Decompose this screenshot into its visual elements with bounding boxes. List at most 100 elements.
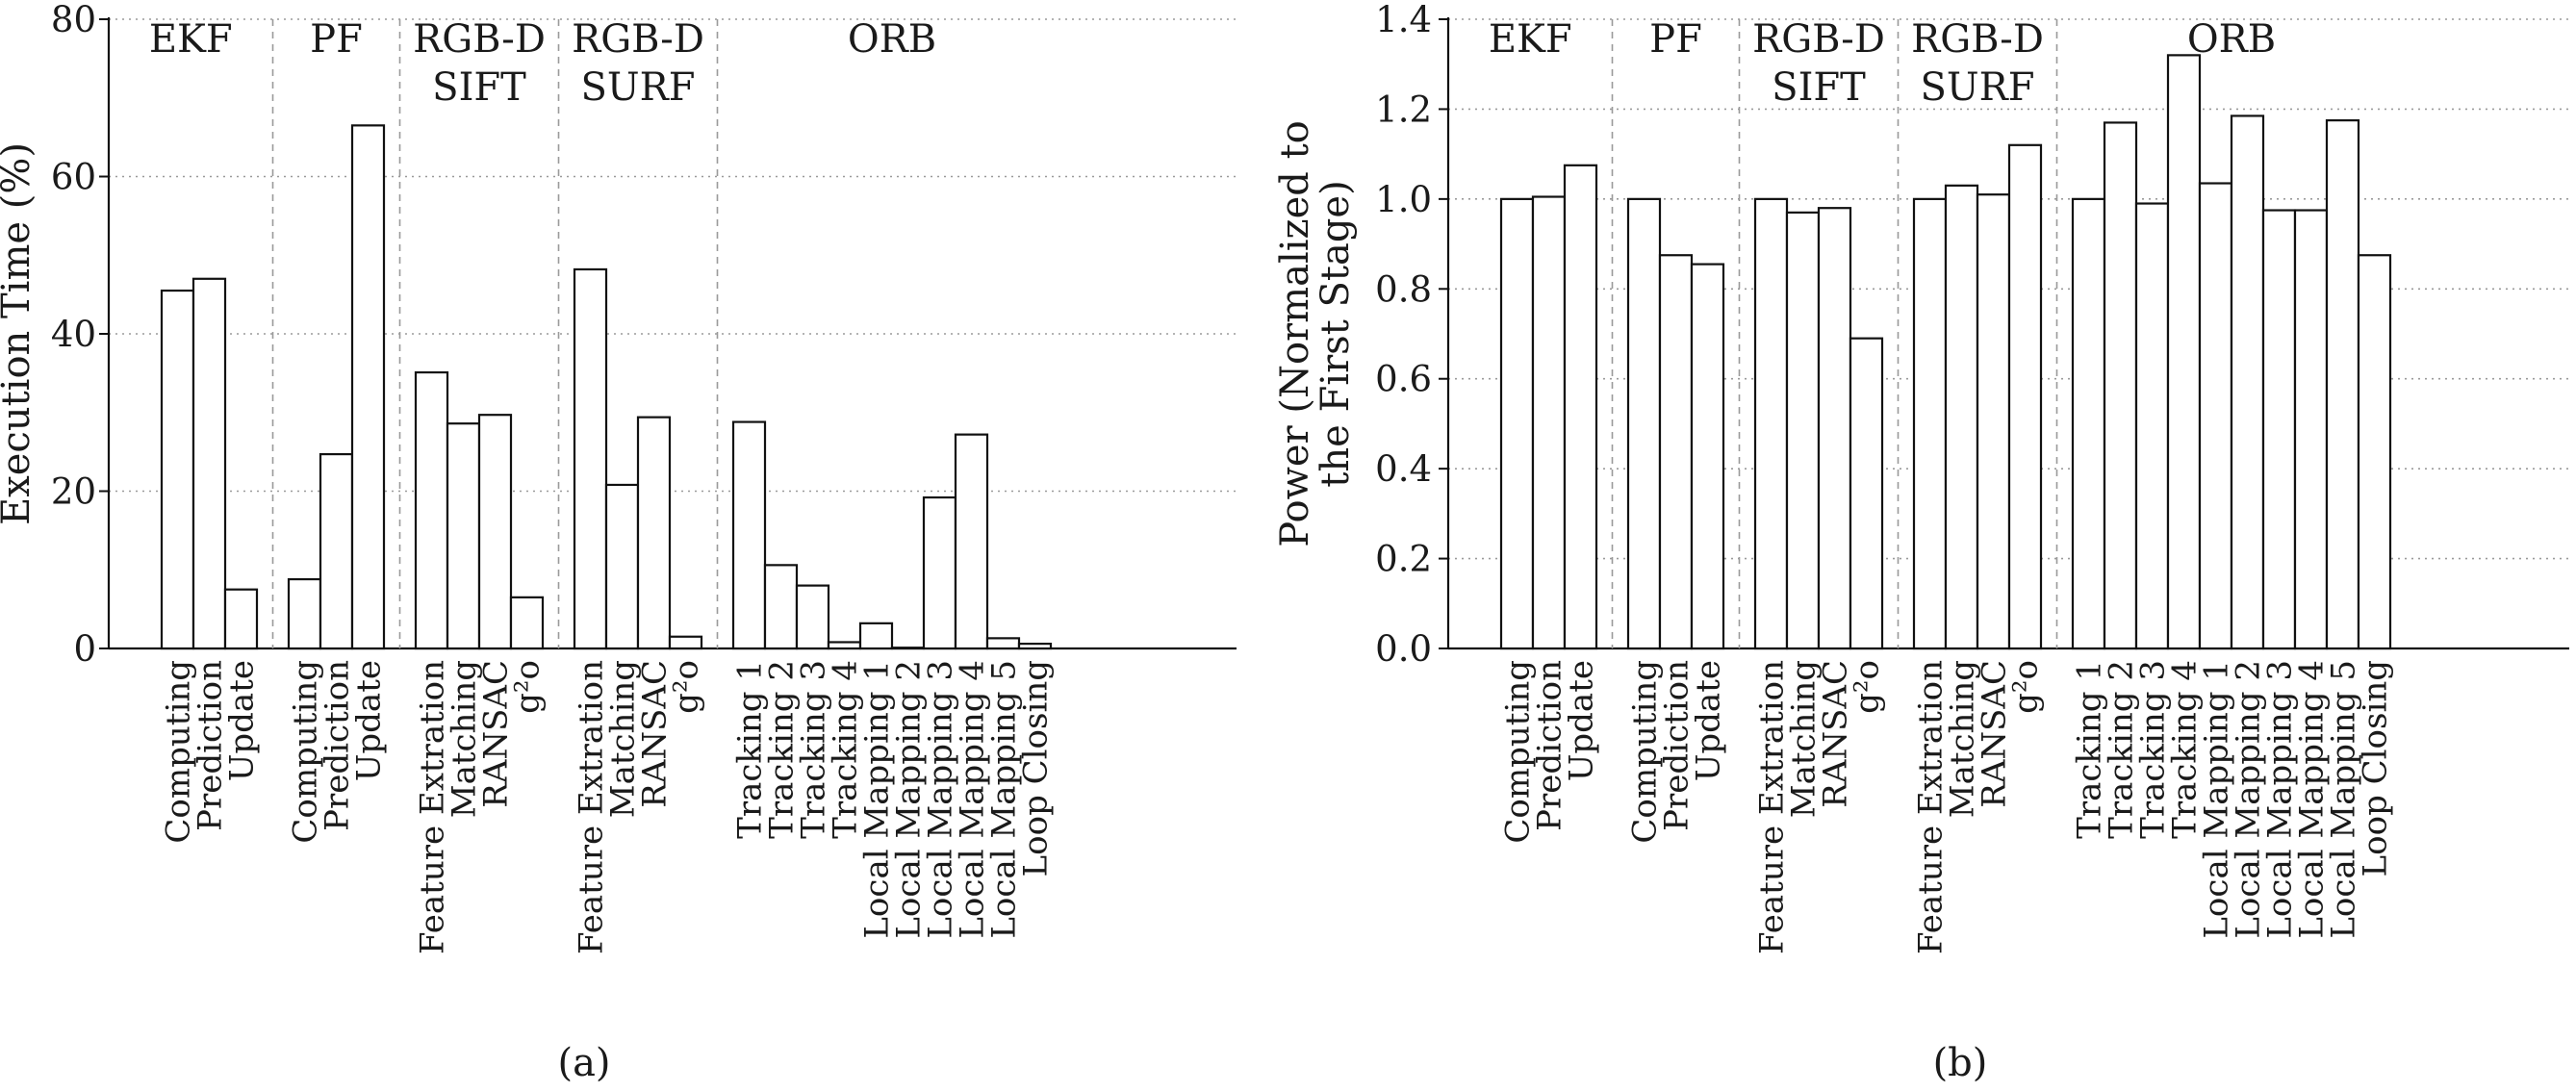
bar-orb-tracking-3 — [795, 584, 830, 650]
y-tick-label: 0.8 — [1375, 268, 1432, 310]
x-tick-label: Local Mapping 3 — [922, 660, 960, 939]
y-tick-label: 60 — [51, 157, 96, 198]
y-tick-label: 1.2 — [1375, 89, 1432, 130]
group-label-orb: ORB — [2187, 17, 2276, 62]
bar-rgb-d-surf-ransac — [1976, 193, 2011, 650]
bar-rgb-d-surf-ransac — [636, 416, 672, 650]
x-tick-label: Local Mapping 2 — [2230, 660, 2268, 939]
x-tick-label: Local Mapping 2 — [890, 660, 929, 939]
x-tick-label: Local Mapping 5 — [2325, 660, 2363, 939]
bar-pf-prediction — [1658, 254, 1694, 650]
x-tick-label: Feature Extration — [414, 660, 452, 954]
x-tick-label: g²o — [1849, 660, 1887, 714]
bar-orb-local-mapping-2 — [2230, 114, 2265, 650]
x-tick-label: Matching — [1944, 660, 1982, 818]
panel-caption: (b) — [1933, 1041, 1988, 1085]
y-tick-label: 0.6 — [1375, 359, 1432, 400]
x-tick-label: Tracking 4 — [2166, 660, 2205, 839]
x-tick-label: RANSAC — [477, 660, 516, 808]
x-tick-label: g²o — [2007, 660, 2046, 714]
x-tick-label: g²o — [668, 660, 706, 714]
y-tick-label: 0.4 — [1375, 448, 1432, 490]
x-tick-label: Loop Closing — [1017, 660, 1056, 876]
y-tick-label: 20 — [51, 471, 96, 513]
bar-orb-tracking-4 — [2166, 54, 2202, 650]
y-axis-label-line: the First Stage) — [1314, 180, 1358, 487]
y-axis-label-line: Execution Time (%) — [0, 142, 38, 525]
x-tick-label: Tracking 2 — [763, 660, 802, 839]
bar-orb-tracking-1 — [2071, 197, 2106, 650]
bar-pf-prediction — [319, 452, 354, 650]
bar-orb-local-mapping-1 — [2198, 182, 2233, 650]
y-tick-label: 80 — [51, 0, 96, 40]
bar-rgb-d-sift-feature-extration — [1753, 197, 1789, 650]
y-axis-label: Power (Normalized tothe First Stage) — [1273, 120, 1358, 547]
group-label-rgb-d-sift: SIFT — [432, 65, 526, 110]
x-tick-label: Prediction — [1658, 660, 1696, 831]
bar-orb-loop-closing — [2357, 254, 2392, 650]
x-tick-label: Local Mapping 5 — [985, 660, 1024, 939]
x-tick-label: Tracking 1 — [2071, 660, 2109, 839]
bar-rgb-d-sift-ransac — [477, 414, 513, 650]
y-tick-label: 0 — [73, 628, 96, 670]
bar-ekf-prediction — [191, 277, 227, 650]
x-tick-label: Computing — [1499, 660, 1538, 844]
y-axis-label: Execution Time (%) — [0, 142, 38, 525]
x-tick-label: Tracking 3 — [2134, 660, 2173, 839]
bar-ekf-update — [1563, 164, 1598, 650]
x-tick-label: Matching — [1785, 660, 1824, 818]
x-tick-label: Tracking 2 — [2103, 660, 2141, 839]
x-tick-label: Local Mapping 1 — [858, 660, 897, 939]
group-label-pf: PF — [1649, 17, 1702, 62]
x-tick-label: Local Mapping 3 — [2261, 660, 2300, 939]
group-label-pf: PF — [310, 17, 363, 62]
x-tick-label: Computing — [287, 660, 325, 844]
bar-orb-local-mapping-5 — [2325, 119, 2360, 650]
x-tick-label: Computing — [160, 660, 198, 844]
bar-orb-tracking-1 — [731, 420, 767, 650]
bar-rgb-d-surf-matching — [1944, 184, 1979, 650]
x-tick-label: Local Mapping 4 — [2293, 660, 2332, 939]
x-tick-label: Update — [350, 660, 389, 781]
group-label-rgb-d-sift: SIFT — [1772, 65, 1866, 110]
group-label-ekf: EKF — [1489, 17, 1572, 62]
bar-rgb-d-sift-matching — [446, 422, 481, 650]
bar-orb-tracking-2 — [2103, 121, 2138, 650]
x-tick-label: Tracking 3 — [795, 660, 833, 839]
y-tick-label: 0.0 — [1375, 628, 1432, 670]
group-label-rgb-d-surf: RGB-D — [572, 17, 704, 62]
group-label-rgb-d-surf: RGB-D — [1911, 17, 2044, 62]
bar-pf-computing — [1626, 197, 1662, 650]
bar-orb-tracking-4 — [827, 641, 862, 650]
x-tick-label: g²o — [509, 660, 548, 714]
bar-ekf-computing — [1499, 197, 1535, 650]
bar-orb-local-mapping-3 — [922, 495, 957, 650]
group-label-rgb-d-sift: RGB-D — [413, 17, 546, 62]
bar-orb-local-mapping-1 — [858, 622, 894, 650]
group-label-ekf: EKF — [149, 17, 233, 62]
x-tick-label: Tracking 4 — [827, 660, 865, 839]
bar-rgb-d-sift-feature-extration — [414, 370, 449, 650]
y-tick-label: 0.2 — [1375, 539, 1432, 580]
x-tick-label: Computing — [1626, 660, 1665, 844]
y-tick-label: 1.4 — [1375, 0, 1432, 40]
x-tick-label: Update — [1690, 660, 1728, 781]
y-axis-label-line: Power (Normalized to — [1273, 120, 1317, 547]
bar-rgb-d-surf-g-o — [2007, 143, 2043, 650]
x-tick-label: Prediction — [319, 660, 357, 831]
bar-orb-local-mapping-3 — [2261, 209, 2297, 650]
x-tick-label: Prediction — [191, 660, 230, 831]
x-tick-label: Local Mapping 4 — [954, 660, 992, 939]
bar-pf-update — [1690, 263, 1725, 650]
group-label-orb: ORB — [848, 17, 936, 62]
x-tick-label: Update — [1563, 660, 1601, 781]
x-tick-label: Feature Extration — [573, 660, 611, 954]
bar-orb-loop-closing — [1017, 642, 1053, 650]
y-tick-label: 1.0 — [1375, 179, 1432, 220]
panel-b-power-chart: 0.0 0.2 0.4 0.6 0.8 1.0 1.2 1.4 Power (Normalize… — [1273, 0, 2569, 1085]
bar-ekf-computing — [160, 289, 195, 650]
group-label-rgb-d-surf: SURF — [1921, 65, 2035, 110]
x-tick-label: Matching — [604, 660, 643, 818]
bar-orb-tracking-2 — [763, 564, 799, 650]
